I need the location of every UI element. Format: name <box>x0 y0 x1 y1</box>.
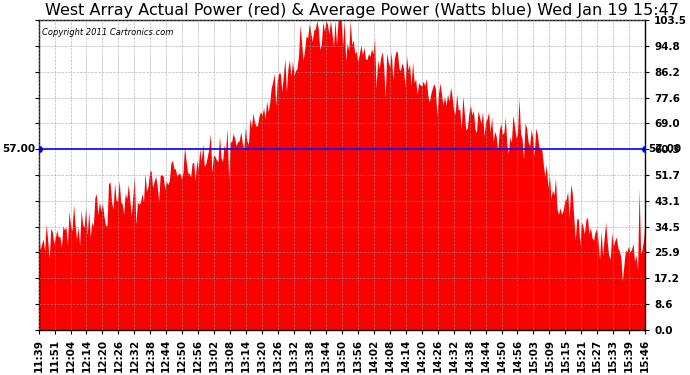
Text: Copyright 2011 Cartronics.com: Copyright 2011 Cartronics.com <box>41 28 173 37</box>
Text: West Array Actual Power (red) & Average Power (Watts blue) Wed Jan 19 15:47: West Array Actual Power (red) & Average … <box>45 3 678 18</box>
Text: 57.00: 57.00 <box>3 144 36 154</box>
Text: 57.00: 57.00 <box>648 144 681 154</box>
